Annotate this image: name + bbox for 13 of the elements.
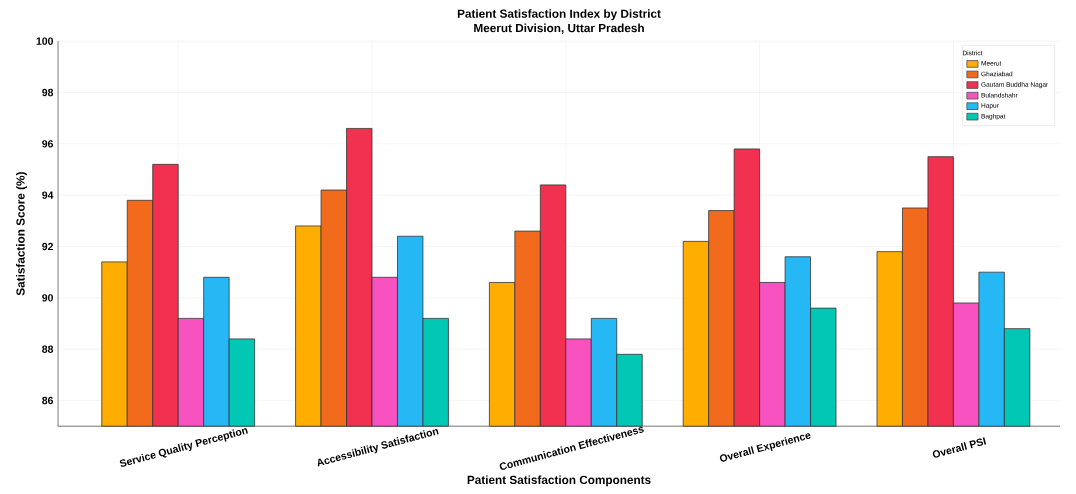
- y-tick-label: 92: [42, 242, 53, 251]
- y-tick-label: 96: [42, 140, 54, 148]
- chart-subtitle: Meerut Division, Uttar Pradesh: [474, 23, 644, 35]
- y-axis-title: Satisfaction Score (%): [16, 172, 28, 296]
- y-tick-label: 100: [36, 37, 53, 45]
- y-tick-label: 94: [42, 191, 54, 199]
- y-tick-label: 90: [42, 294, 53, 302]
- x-tick-label: Overall PSI: [932, 437, 987, 458]
- chart-title: Patient Satisfaction Index by District: [457, 9, 661, 21]
- x-axis-title: Patient Satisfaction Components: [467, 475, 651, 487]
- y-tick-label: 98: [42, 88, 54, 97]
- y-tick-label: 86: [42, 396, 54, 405]
- y-tick-label: 88: [42, 345, 54, 353]
